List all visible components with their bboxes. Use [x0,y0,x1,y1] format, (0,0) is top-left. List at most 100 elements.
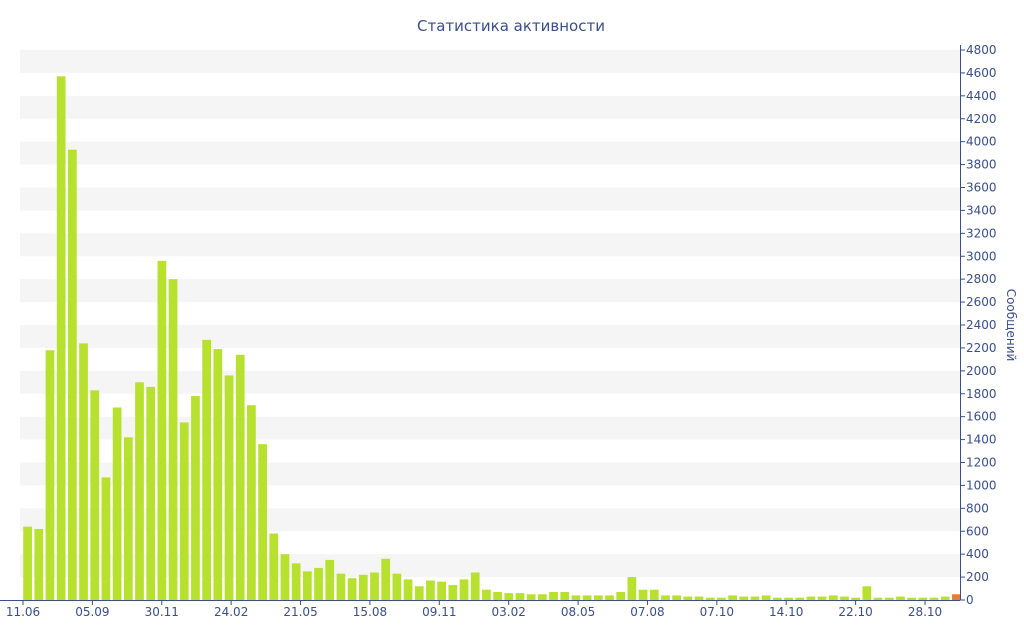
y-tick-label: 1600 [966,410,997,424]
bar [414,586,424,600]
x-tick-label: 24.02 [214,605,248,619]
bar [358,574,368,600]
bar [739,596,749,600]
x-tick-label: 03.02 [492,605,526,619]
x-ticks: 11.06 05.09 30.11 24.02 21.05 15.08 09.11 03.02… [6,600,942,619]
y-tick-label: 4200 [966,112,997,126]
bar [493,591,502,600]
y-tick-label: 2800 [966,272,997,286]
bar [269,533,279,600]
x-tick-label: 11.06 [6,605,40,619]
y-tick-label: 3000 [966,249,997,263]
y-tick-label: 2000 [966,364,997,378]
grid-band [20,95,960,119]
grid-band [20,187,960,211]
x-tick-label: 22.10 [838,605,872,619]
y-tick-label: 3200 [966,226,997,240]
y-tick-label: 1400 [966,433,997,447]
y-tick-label: 1000 [966,478,997,492]
bar [45,350,55,600]
bar [649,589,659,600]
bar [896,596,905,600]
x-tick-label: 21.05 [283,605,317,619]
bar [168,279,178,600]
bar [381,558,391,600]
bar [191,396,200,600]
bar [56,76,66,601]
bar [179,422,189,600]
bar [135,382,144,600]
bar [470,572,480,600]
bar [90,390,100,600]
x-tick-label: 15.08 [353,605,387,619]
y-tick-label: 4400 [966,89,997,103]
bar [560,591,570,600]
bar [728,595,737,600]
y-tick-label: 2400 [966,318,997,332]
bar [672,595,682,600]
y-tick-label: 600 [966,524,989,538]
bar [593,595,603,600]
y-tick-label: 4000 [966,135,997,149]
bar [873,597,883,600]
bar [504,593,514,601]
bar [224,375,234,600]
bar [314,567,323,600]
y-tick-label: 200 [966,570,989,584]
bar [482,589,491,600]
bar [280,554,290,600]
bar [750,596,760,600]
chart-title: Статистика активности [417,17,605,35]
bar [325,559,335,600]
grid-band [20,279,960,303]
x-tick-label: 09.11 [422,605,456,619]
bar [940,596,950,600]
bar [795,597,805,600]
bar [918,597,928,600]
grid-band [20,233,960,257]
bar [549,591,558,600]
bar [929,597,939,600]
bar [123,437,133,600]
bar [235,354,245,600]
y-tick-label: 3600 [966,181,997,195]
bar [683,596,693,600]
bar [112,407,122,600]
grid-band [20,370,960,394]
y-tick-label: 0 [966,593,974,607]
bar [661,595,670,600]
bar [403,579,413,601]
grid-bands [20,50,960,578]
bar [202,339,212,600]
x-tick-label: 07.08 [630,605,664,619]
bar [638,589,648,600]
bars [23,76,961,601]
bar [459,579,469,601]
y-tick-label: 2600 [966,295,997,309]
x-tick-label: 07.10 [700,605,734,619]
bar [291,563,301,600]
bar [157,260,167,600]
bar [840,596,849,600]
x-tick-label: 14.10 [769,605,803,619]
bar [79,343,88,600]
x-tick-label: 28.10 [908,605,942,619]
bar [213,349,223,600]
grid-band [20,325,960,348]
y-tick-label: 3400 [966,203,997,217]
bar [526,594,536,600]
bar [605,595,614,600]
bar [616,591,626,600]
bar [806,596,816,600]
bar [247,405,256,600]
y-tick-label: 4600 [966,66,997,80]
bar [784,597,793,600]
y-ticks: 0 200 400 600 800 1000 1200 1400 1600 1800 2000 220… [960,43,997,607]
y-tick-label: 3800 [966,158,997,172]
bar [23,526,32,600]
grid-band [20,50,960,73]
bar [146,386,156,601]
bar [884,597,894,600]
bar [67,149,77,600]
